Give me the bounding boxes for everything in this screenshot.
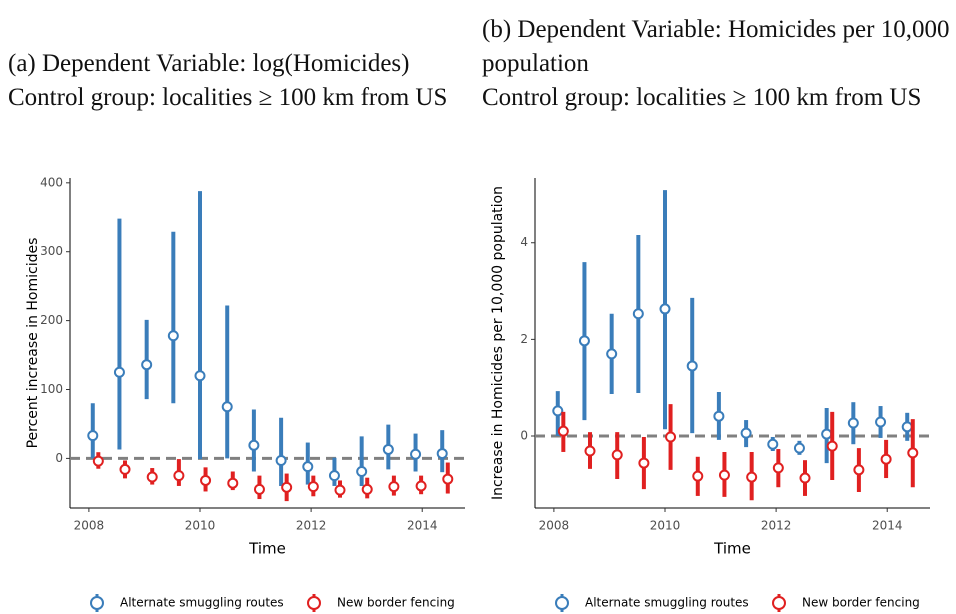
y-axis-label: Increase in Homicides per 10,000 populat…	[490, 186, 506, 500]
point	[167, 330, 179, 342]
point	[718, 469, 730, 481]
legend-icon	[555, 596, 569, 610]
point	[302, 461, 314, 473]
legend-icon	[307, 596, 321, 610]
point	[826, 440, 838, 452]
x-tick-label: 2008	[539, 519, 570, 533]
point	[173, 470, 185, 482]
y-tick-label: 4	[520, 235, 528, 249]
point	[361, 483, 373, 495]
point	[584, 445, 596, 457]
point	[632, 308, 644, 320]
point	[740, 427, 752, 439]
point	[665, 431, 677, 443]
point	[248, 439, 260, 451]
point	[557, 425, 569, 437]
legend-label: Alternate smuggling routes	[120, 596, 284, 610]
point	[578, 335, 590, 347]
legend-label: New border fencing	[337, 596, 455, 610]
point	[388, 481, 400, 493]
panel-subtitle: Control group: localities ≥ 100 km from …	[8, 84, 448, 111]
point	[772, 462, 784, 474]
x-tick-label: 2014	[872, 519, 903, 533]
panel-title: (a) Dependent Variable: log(Homicides)	[8, 50, 410, 77]
y-tick-label: 0	[55, 451, 63, 465]
point	[227, 477, 239, 489]
point	[436, 448, 448, 460]
point	[638, 457, 650, 469]
point	[442, 473, 454, 485]
point	[328, 470, 340, 482]
point	[281, 481, 293, 493]
point	[146, 471, 158, 483]
point	[799, 472, 811, 484]
y-tick-label: 200	[40, 313, 63, 327]
point	[410, 448, 422, 460]
point	[200, 474, 212, 486]
legend-label: New border fencing	[802, 596, 920, 610]
y-tick-label: 300	[40, 244, 63, 258]
point	[659, 303, 671, 315]
point	[907, 447, 919, 459]
point	[382, 443, 394, 455]
y-axis-label: Percent increase in Homicides	[25, 238, 41, 449]
panel-title: (b) Dependent Variable: Homicides per 10…	[482, 16, 950, 77]
y-tick-label: 100	[40, 382, 63, 396]
legend-icon	[90, 596, 104, 610]
point	[611, 449, 623, 461]
x-tick-label: 2012	[296, 519, 327, 533]
point	[713, 410, 725, 422]
y-tick-label: 0	[520, 429, 528, 443]
point	[253, 483, 265, 495]
point	[606, 348, 618, 360]
x-tick-label: 2014	[407, 519, 438, 533]
point	[113, 366, 125, 378]
point	[356, 465, 368, 477]
point	[334, 484, 346, 496]
point	[552, 405, 564, 417]
point	[880, 453, 892, 465]
point	[275, 454, 287, 466]
x-axis-label: Time	[713, 540, 751, 558]
legend-label: Alternate smuggling routes	[585, 596, 749, 610]
legend-icon	[772, 596, 786, 610]
point	[847, 417, 859, 429]
point	[119, 463, 131, 475]
point	[307, 481, 319, 493]
y-tick-label: 400	[40, 175, 63, 189]
point	[793, 442, 805, 454]
x-tick-label: 2012	[761, 519, 792, 533]
point	[141, 359, 153, 371]
point	[92, 455, 104, 467]
point	[901, 421, 913, 433]
y-tick-label: 2	[520, 332, 528, 346]
point	[767, 438, 779, 450]
point	[221, 401, 233, 413]
x-tick-label: 2008	[74, 519, 105, 533]
point	[821, 428, 833, 440]
point	[853, 464, 865, 476]
point	[692, 470, 704, 482]
point	[875, 416, 887, 428]
point	[194, 370, 206, 382]
point	[415, 480, 427, 492]
point	[746, 471, 758, 483]
x-tick-label: 2010	[650, 519, 681, 533]
x-tick-label: 2010	[185, 519, 216, 533]
x-axis-label: Time	[248, 540, 286, 558]
point	[87, 430, 99, 442]
point	[686, 360, 698, 372]
panel-subtitle: Control group: localities ≥ 100 km from …	[482, 84, 922, 111]
